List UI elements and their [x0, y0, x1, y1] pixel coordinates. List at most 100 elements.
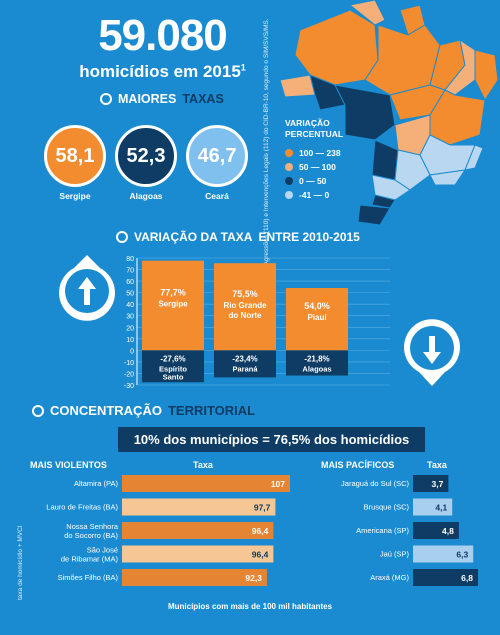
map-region-north-west — [294, 9, 379, 86]
category-label: Brusque (SC) — [364, 503, 410, 512]
most-peaceful-chart: Jaraguá do Sul (SC) 3,7 Brusque (SC) 4,1 Ame… — [341, 475, 478, 586]
location-pin-icon — [32, 404, 44, 417]
map-region-roraima — [348, 0, 386, 26]
category-label: Lauro de Freitas (BA) — [46, 503, 118, 512]
rate-circle-sergipe: 58,1 — [44, 125, 106, 187]
bar-value-label: 3,7 — [432, 479, 444, 489]
bar-increase-label: 75,5% — [232, 289, 258, 299]
legend-label: 0 — 50 — [299, 176, 327, 186]
y-tick-label: 0 — [130, 348, 134, 355]
bar-increase — [142, 260, 204, 351]
bar-increase — [286, 288, 348, 351]
y-tick-label: 30 — [126, 314, 134, 321]
bar — [413, 475, 449, 492]
location-pin-icon — [100, 93, 112, 105]
bar-increase-name: Sergipe — [158, 300, 188, 309]
bar — [122, 498, 276, 516]
y-tick-label: 60 — [126, 279, 134, 286]
category-label: São José de Ribamar (MA) — [61, 546, 119, 564]
map-legend-item: 50 — 100 — [285, 160, 341, 174]
variation-title-accent: ENTRE 2010-2015 — [258, 230, 360, 244]
category-label: Altamira (PA) — [74, 479, 119, 488]
bar-increase-label: 54,0% — [304, 301, 330, 311]
category-label: Jaraguá do Sul (SC) — [341, 479, 409, 488]
map-legend-item: -41 — 0 — [285, 188, 341, 202]
rate-label-ceara: Ceará — [205, 191, 229, 201]
rate-circle-ceara: 46,7 — [186, 125, 248, 187]
territorial-title: CONCENTRAÇÃO TERRITORIAL — [32, 403, 255, 418]
most-peaceful-header: MAIS PACÍFICOS — [321, 460, 395, 470]
variation-title: VARIAÇÃO DA TAXA ENTRE 2010-2015 — [116, 230, 360, 244]
bar-value-label: 97,7 — [254, 503, 271, 513]
legend-label: 100 — 238 — [299, 148, 341, 158]
legend-dot — [285, 191, 293, 199]
bar-value-label: 96,4 — [252, 550, 269, 560]
territorial-banner: 10% dos municípios = 76,5% dos homicídio… — [118, 427, 425, 452]
most-violent-chart: Altamira (PA) 107 Lauro de Freitas (BA) 97,… — [46, 475, 290, 586]
bar-decrease — [214, 350, 276, 378]
bar-decrease — [286, 350, 348, 376]
map-region-rondonia — [309, 74, 346, 111]
highest-rates-title: MAIORES TAXAS — [100, 92, 224, 106]
bar-decrease-label: -21,8% — [304, 354, 329, 363]
subtitle-text: homicídios em 2015 — [79, 62, 241, 81]
map-region-sao-paulo — [394, 149, 431, 191]
bar — [122, 475, 290, 492]
up-arrow-icon — [59, 255, 115, 321]
variation-title-plain: VARIAÇÃO DA TAXA — [134, 230, 253, 244]
most-violent-rate-header: Taxa — [193, 460, 213, 470]
rate-label-sergipe: Sergipe — [59, 191, 91, 201]
bar — [122, 522, 274, 539]
category-label: Americana (SP) — [356, 526, 409, 535]
most-violent-header: MAIS VIOLENTOS — [30, 460, 107, 470]
y-tick-label: 40 — [126, 302, 134, 309]
highest-rates-title-plain: MAIORES — [118, 92, 177, 106]
bar-value-label: 6,3 — [456, 550, 468, 560]
map-region-acre — [280, 74, 316, 98]
most-peaceful-rate-header: Taxa — [427, 460, 447, 470]
legend-dot — [285, 177, 293, 185]
down-arrow-icon — [404, 319, 460, 386]
category-label: Araxá (MG) — [370, 573, 409, 582]
bar-value-label: 4,1 — [435, 503, 447, 513]
bar-value-label: 6,8 — [461, 573, 473, 583]
map-region-espirito-santo — [464, 144, 484, 171]
bar — [122, 545, 274, 563]
bar — [413, 498, 453, 516]
footnote-mark: 1 — [240, 62, 246, 73]
y-tick-label: 70 — [126, 268, 134, 275]
y-tick-label: 20 — [126, 325, 134, 332]
map-region-rio — [429, 169, 467, 186]
bar-value-label: 4,8 — [442, 526, 454, 536]
map-region-northeast-coast — [474, 49, 499, 102]
map-legend-item: 0 — 50 — [285, 174, 341, 188]
bar — [413, 569, 478, 586]
brazil-map — [280, 0, 499, 225]
bar-decrease-name: Alagoas — [302, 364, 331, 373]
bar-decrease-name: Paraná — [232, 364, 258, 373]
legend-label: 50 — 100 — [299, 162, 336, 172]
bar-decrease-name: Espírito Santo — [159, 364, 187, 381]
legend-dot — [285, 149, 293, 157]
map-legend-item: 100 — 238 — [285, 146, 341, 160]
territorial-footer: Municípios com mais de 100 mil habitante… — [167, 602, 333, 611]
y-tick-label: 50 — [126, 291, 134, 298]
rate-circle-alagoas: 52,3 — [115, 125, 177, 187]
bar — [122, 569, 267, 586]
bar-value-label: 107 — [271, 479, 285, 489]
highest-rates-title-accent: TAXAS — [182, 92, 224, 106]
variation-chart: -30 -20 -10 0 10 20 30 40 50 60 70 80 77,7% Sergipe -2… — [124, 256, 390, 390]
map-region-parana — [371, 174, 411, 201]
y-tick-label: -10 — [124, 360, 134, 367]
bar-increase — [214, 263, 276, 351]
bar-value-label: 92,3 — [245, 573, 262, 583]
bar-decrease — [142, 350, 204, 383]
bar-value-label: 96,4 — [252, 526, 269, 536]
y-tick-label: -30 — [124, 383, 134, 390]
legend-label: -41 — 0 — [299, 190, 330, 200]
map-legend-title: VARIAÇÃO PERCENTUAL — [285, 118, 344, 139]
y-tick-label: 80 — [126, 256, 134, 263]
legend-dot — [285, 163, 293, 171]
territorial-title-plain: CONCENTRAÇÃO — [50, 403, 162, 418]
total-homicides: 59.080 — [98, 11, 228, 60]
